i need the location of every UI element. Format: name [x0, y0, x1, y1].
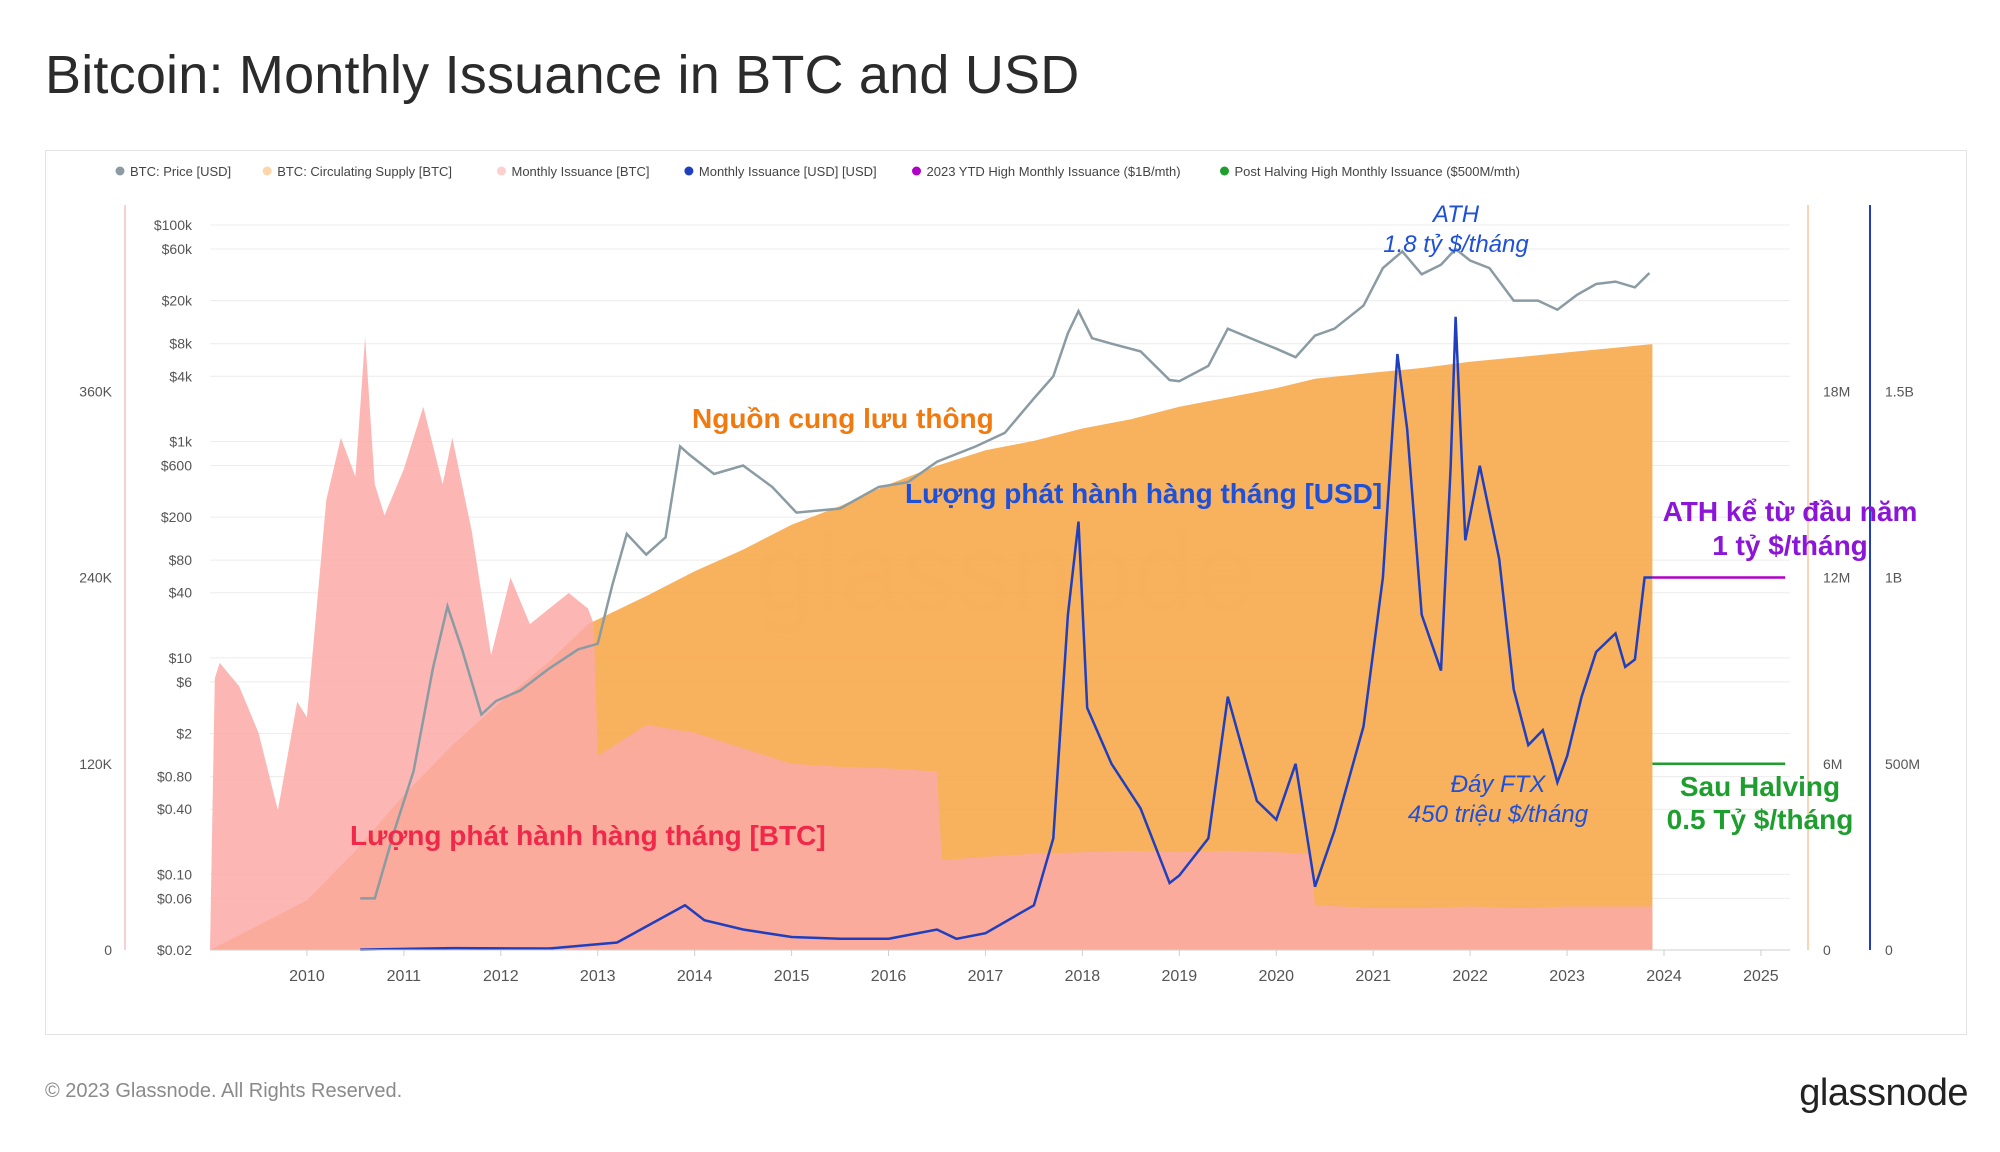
price-line: [360, 247, 1651, 900]
chart-frame: [45, 150, 1967, 1035]
issuance-usd-line: [360, 316, 1653, 951]
chart-series: [210, 247, 1786, 951]
supply-axis-tick-2: 12M: [1823, 570, 1850, 586]
price-axis-tick-10: $200: [161, 509, 192, 525]
x-tick-2022: 2022: [1452, 968, 1488, 985]
legend-swatch-4: [912, 166, 921, 176]
x-tick-2011: 2011: [387, 968, 422, 985]
legend-swatch-1: [262, 166, 272, 176]
legend-label-2: Monthly Issuance [BTC]: [512, 164, 650, 179]
supply-axis-tick-0: 0: [1823, 942, 1831, 958]
legend-label-5: Post Halving High Monthly Issuance ($500…: [1235, 164, 1520, 179]
usd-axis-tick-1: 500M: [1885, 756, 1920, 772]
copyright: © 2023 Glassnode. All Rights Reserved.: [45, 1080, 403, 1102]
annotation-ytd1: ATH kể từ đầu năm: [1663, 496, 1918, 527]
x-tick-2018: 2018: [1065, 968, 1101, 985]
price-axis-tick-1: $0.06: [157, 890, 192, 906]
x-tick-2014: 2014: [677, 968, 713, 985]
x-tick-2023: 2023: [1549, 968, 1585, 985]
annotation-btc: Lượng phát hành hàng tháng [BTC]: [350, 820, 826, 851]
price-axis-tick-15: $20k: [162, 293, 193, 309]
price-axis-tick-12: $1k: [169, 433, 193, 449]
price-axis-tick-2: $0.10: [157, 866, 192, 882]
issuance-btc-area: [210, 336, 1653, 950]
btc-axis-tick-1: 120K: [79, 756, 112, 772]
usd-axis-tick-2: 1B: [1885, 570, 1902, 586]
price-axis-tick-9: $80: [169, 552, 193, 568]
legend-label-1: BTC: Circulating Supply [BTC]: [277, 164, 452, 179]
annotation-ftx2: 450 triệu $/tháng: [1408, 801, 1589, 828]
x-tick-2012: 2012: [483, 968, 519, 985]
usd-axis-tick-0: 0: [1885, 942, 1893, 958]
price-axis-tick-17: $100k: [154, 217, 193, 233]
price-axis-tick-0: $0.02: [157, 942, 192, 958]
price-axis-tick-8: $40: [169, 585, 193, 601]
legend-swatch-3: [684, 166, 694, 176]
supply-axis-tick-1: 6M: [1823, 756, 1842, 772]
legend-swatch-5: [1220, 166, 1229, 176]
x-tick-2010: 2010: [289, 968, 325, 985]
btc-axis-tick-0: 0: [104, 942, 112, 958]
legend-swatch-0: [115, 166, 125, 176]
usd-axis-tick-3: 1.5B: [1885, 383, 1914, 399]
chart-legend: BTC: Price [USD] BTC: Circulating Supply …: [115, 164, 1520, 179]
price-axis-tick-6: $6: [176, 674, 192, 690]
x-tick-2013: 2013: [580, 968, 616, 985]
price-axis-tick-7: $10: [169, 650, 193, 666]
legend-swatch-2: [497, 166, 506, 176]
annotation-ftx1: Đáy FTX: [1451, 771, 1547, 798]
price-axis-tick-5: $2: [176, 726, 192, 742]
x-tick-2025: 2025: [1743, 968, 1779, 985]
price-axis-tick-4: $0.80: [157, 769, 192, 785]
annotation-supply: Nguồn cung lưu thông: [692, 403, 994, 434]
x-tick-2015: 2015: [774, 968, 810, 985]
price-axis-tick-13: $4k: [169, 368, 193, 384]
x-tick-2017: 2017: [968, 968, 1004, 985]
price-axis-tick-11: $600: [161, 457, 192, 473]
price-axis-tick-14: $8k: [169, 336, 193, 352]
legend-label-0: BTC: Price [USD]: [130, 164, 231, 179]
price-axis-tick-3: $0.40: [157, 801, 192, 817]
annotation-usd: Lượng phát hành hàng tháng [USD]: [905, 478, 1382, 509]
legend-label-3: Monthly Issuance [USD] [USD]: [699, 164, 877, 179]
glassnode-logo: glassnode: [1799, 1072, 1968, 1114]
page-title: Bitcoin: Monthly Issuance in BTC and USD: [45, 45, 1080, 105]
chart-annotations: Nguồn cung lưu thông Lượng phát hành hàng…: [350, 201, 1917, 851]
annotation-ytd2: 1 tỷ $/tháng: [1712, 530, 1868, 561]
x-tick-2016: 2016: [871, 968, 907, 985]
annotation-ath1: ATH: [1431, 201, 1480, 228]
x-tick-2019: 2019: [1162, 968, 1198, 985]
x-tick-2020: 2020: [1258, 968, 1294, 985]
btc-axis-tick-3: 360K: [79, 383, 112, 399]
btc-axis-tick-2: 240K: [79, 570, 112, 586]
annotation-halv2: 0.5 Tỷ $/tháng: [1667, 804, 1854, 835]
annotation-ath2: 1.8 tỷ $/tháng: [1383, 231, 1529, 258]
supply-axis-tick-3: 18M: [1823, 383, 1850, 399]
chart-axes: 2010 2011 2012 2013 2014 2015 2016 2017 2018 2019…: [79, 205, 1920, 985]
x-tick-2024: 2024: [1646, 968, 1682, 985]
x-tick-2021: 2021: [1355, 968, 1391, 985]
price-axis-tick-16: $60k: [162, 241, 193, 257]
legend-label-4: 2023 YTD High Monthly Issuance ($1B/mth): [927, 164, 1181, 179]
annotation-halv1: Sau Halving: [1680, 771, 1840, 802]
